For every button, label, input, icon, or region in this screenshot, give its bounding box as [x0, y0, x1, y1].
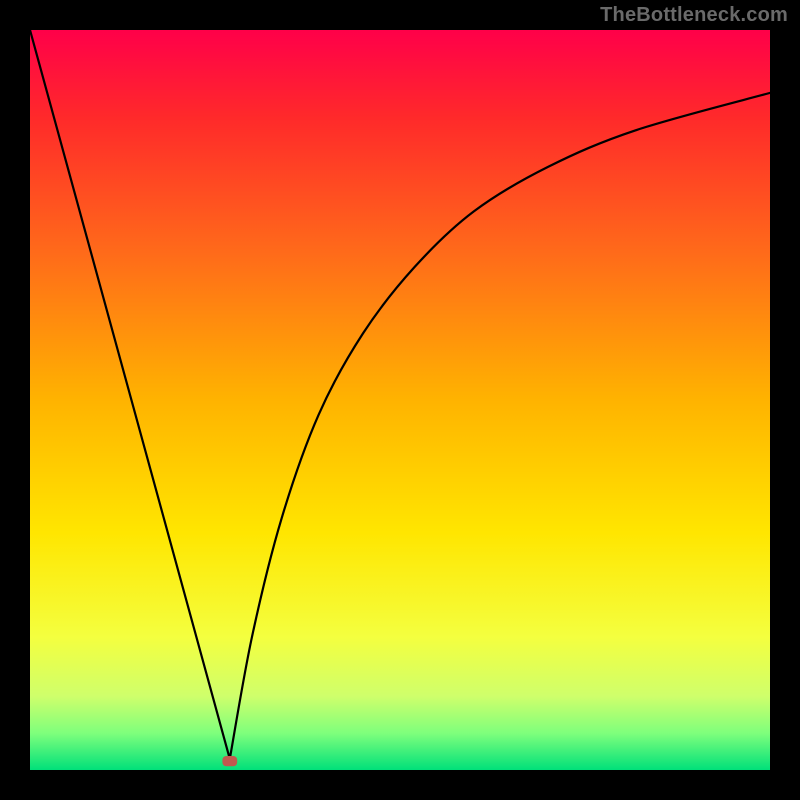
- plot-svg: [30, 30, 770, 770]
- valley-marker: [222, 756, 237, 766]
- chart-container: TheBottleneck.com: [0, 0, 800, 800]
- gradient-background: [30, 30, 770, 770]
- plot-area: [30, 30, 770, 770]
- watermark-label: TheBottleneck.com: [600, 4, 788, 27]
